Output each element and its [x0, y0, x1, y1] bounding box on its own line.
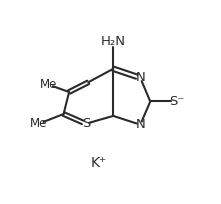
- Text: Me: Me: [30, 117, 48, 130]
- Text: N: N: [135, 71, 145, 84]
- Text: K⁺: K⁺: [91, 156, 107, 170]
- Text: N: N: [135, 118, 145, 131]
- Text: Me: Me: [40, 78, 57, 91]
- Text: H₂N: H₂N: [101, 35, 126, 48]
- Text: S: S: [82, 117, 90, 130]
- Text: S⁻: S⁻: [169, 95, 184, 108]
